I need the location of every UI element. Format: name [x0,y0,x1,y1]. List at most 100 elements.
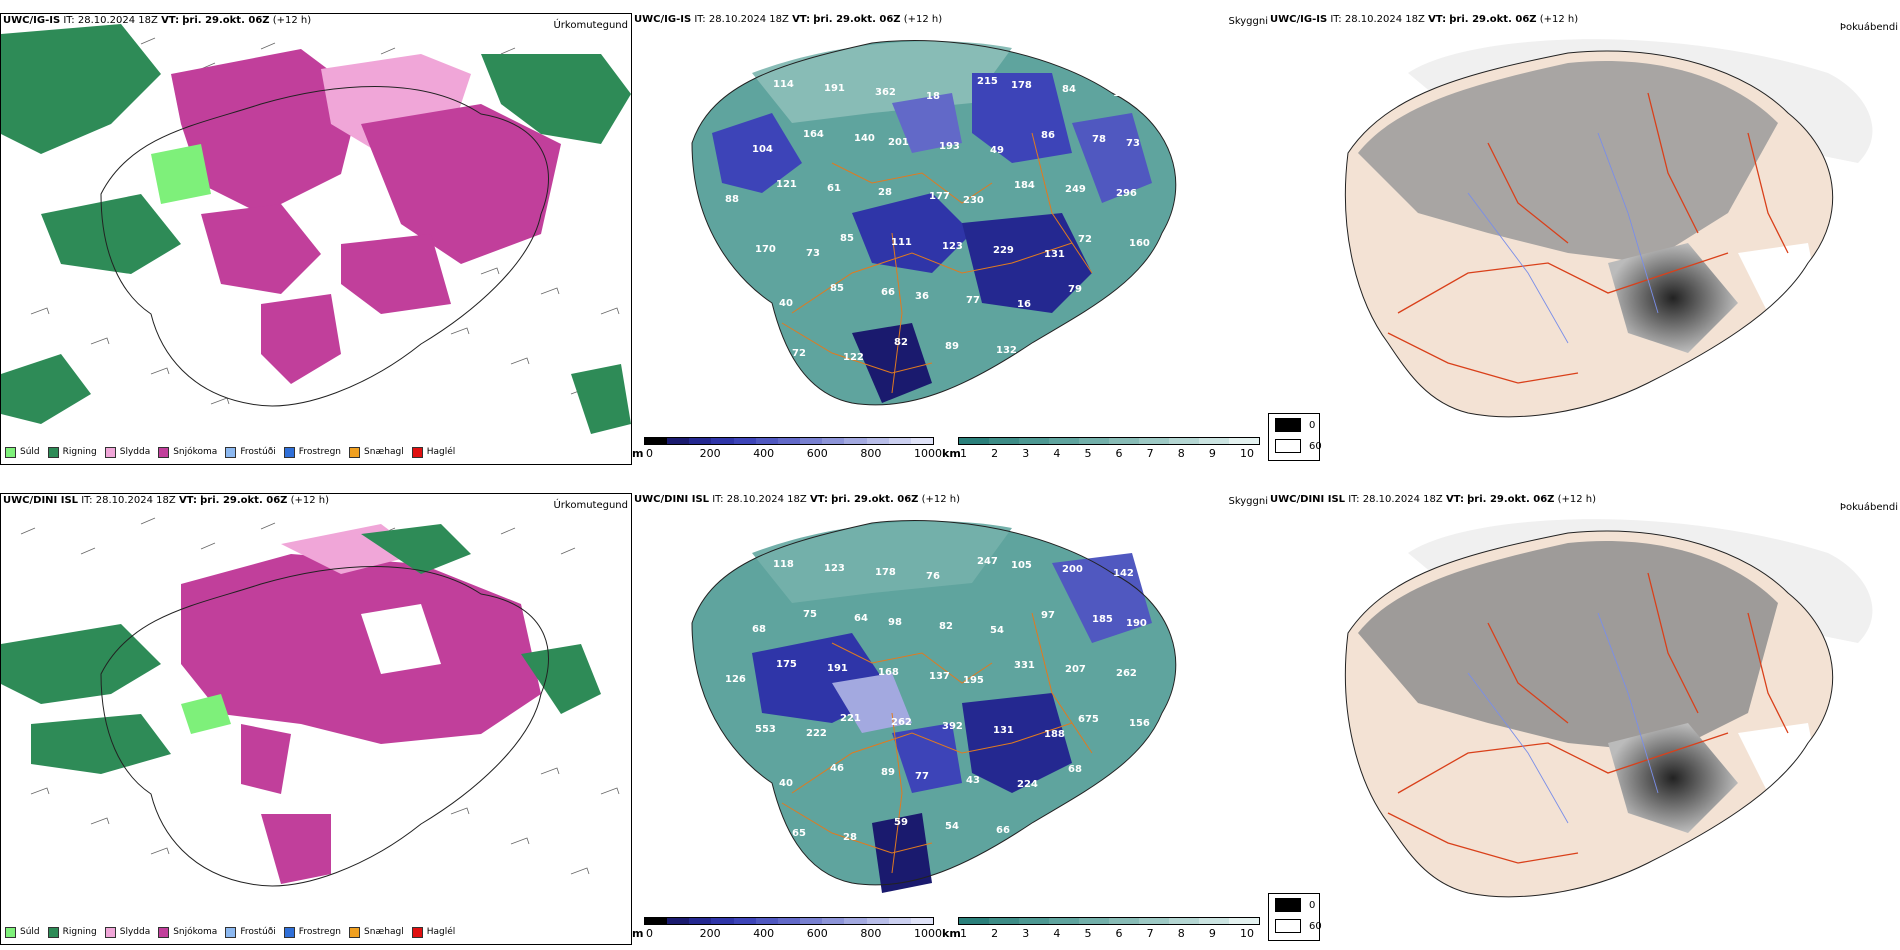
fog-legend-item: 60 [1275,439,1322,453]
height-label: 553 [755,724,776,735]
height-label: 175 [776,659,797,670]
colorbar-tick: 1 [960,447,967,460]
row2-cloud-header: UWC/DINI ISL IT: 28.10.2024 18Z VT: þri.… [634,494,961,505]
colorbar-tick: 800 [860,447,882,460]
legend-swatch [5,926,16,938]
precip-legend-item: Frostúði [225,926,276,938]
height-label: 362 [875,87,896,98]
height-label: 140 [854,133,875,144]
colorbar-tick: 200 [699,447,721,460]
height-label: 89 [881,767,895,778]
height-label: 188 [1044,729,1065,740]
height-label: 392 [942,721,963,732]
fog-map-1 [1344,39,1873,418]
height-colorbar-1: m 0 200 400 600 800 1000 [632,437,942,465]
precip-legend-item: Slydda [104,446,150,458]
height-label: 225 [728,294,749,305]
height-label: 88 [725,194,739,205]
colorbar-tick: 1000 [914,447,942,460]
height-label: 77 [915,771,929,782]
precip-type-title-1: Úrkomutegund [553,20,628,31]
legend-swatch [47,926,59,938]
precip-legend-item: Slydda [104,926,151,938]
height-label: 75 [803,609,817,620]
row1-cloud-header: UWC/IG-IS IT: 28.10.2024 18Z VT: þri. 29… [634,14,943,25]
colorbar-strip [644,437,934,445]
height-label: 40 [1132,818,1146,829]
height-label: 191 [824,83,845,94]
colorbar-tick: 600 [806,447,828,460]
height-label: 148 [1081,353,1102,364]
colorbar-tick: 5 [1084,447,1092,460]
height-label: 74 [1081,833,1095,844]
height-label: 36 [915,291,929,302]
height-label: 82 [939,621,953,632]
height-label: 28 [843,832,857,843]
colorbar-tick: 200 [699,927,721,940]
colorbar-strip [644,917,934,925]
colorbar-tick: 3 [1022,447,1030,460]
legend-swatch [158,446,170,458]
colorbar-tick: 8 [1177,927,1185,940]
legend-swatch [411,446,423,458]
legend-label: Slydda [119,927,151,937]
precip-legend-1: Súld Rigning Slydda Snjókoma Frostúði Frostre… [5,444,455,460]
height-colorbar-2: m 0 200 400 600 800 1000 [632,917,942,945]
colorbar-unit: km [942,927,961,940]
height-label: 331 [1014,660,1035,671]
height-label: 177 [929,191,950,202]
height-label: 170 [755,244,776,255]
height-label: 247 [977,556,998,567]
height-label: 118 [773,559,794,570]
legend-swatch [283,926,295,938]
precip-legend-item: Súld [5,446,40,458]
legend-label: Frostregn [298,447,342,457]
height-label: 130 [1119,768,1140,779]
legend-swatch [104,926,116,938]
legend-swatch [158,926,170,938]
height-label: 132 [996,345,1017,356]
height-label: 102 [722,75,743,86]
fog-legend-2: 0 60 [1268,893,1322,941]
colorbar-unit: m [632,447,644,460]
colorbar-tick: 400 [753,447,775,460]
height-label: 114 [773,79,794,90]
fog-panel-1: UWC/IG-IS IT: 28.10.2024 18Z VT: þri. 29… [1268,13,1900,465]
height-label: 43 [966,775,980,786]
height-label: 105 [1011,560,1032,571]
colorbar-tick: 10 [1240,447,1254,460]
height-label: 85 [840,233,854,244]
colorbar-tick: 7 [1146,447,1154,460]
fog-label: 0 [1309,419,1316,431]
legend-label: Snæhagl [364,927,404,937]
legend-swatch [349,926,361,938]
height-label: 130 [728,774,749,785]
height-label: 131 [993,725,1014,736]
height-label: 190 [1126,618,1147,629]
fog-panel-2: UWC/DINI ISL IT: 28.10.2024 18Z VT: þri.… [1268,493,1900,945]
precip-type-panel-1: UWC/IG-IS IT: 28.10.2024 18Z VT: þri. 29… [0,13,632,465]
legend-swatch [225,446,237,458]
height-label: 184 [1014,180,1035,191]
colorbar-unit: m [632,927,644,940]
height-label: 40 [779,778,793,789]
height-label: 117 [722,555,743,566]
cloud-base-panel-1: 102 114 191 362 18 215 178 84 137 104 164 140 201 193… [632,13,1268,465]
height-label: 249 [1065,184,1086,195]
colorbar-tick: 0 [646,927,653,940]
height-label: 68 [1068,764,1082,775]
height-label: 221 [840,713,861,724]
legend-swatch [5,446,16,458]
height-label: 160 [1129,238,1150,249]
precip-legend-2: Súld Rigning Slydda Snjókoma Frostúði Frostre… [5,924,455,940]
legend-label: Súld [20,927,40,937]
cloud-base-title-2: Skyggni [1228,496,1268,507]
height-label: 77 [966,295,980,306]
visibility-colorbar-2: km 1 2 3 4 5 6 7 8 9 10 [942,917,1264,945]
colorbar-tick: 1 [960,927,967,940]
legend-swatch [411,926,423,938]
fog-title-1: Þokuábendi [1839,22,1898,33]
colorbar-unit: km [942,447,961,460]
legend-swatch [104,446,116,458]
height-label: 73 [806,248,820,259]
